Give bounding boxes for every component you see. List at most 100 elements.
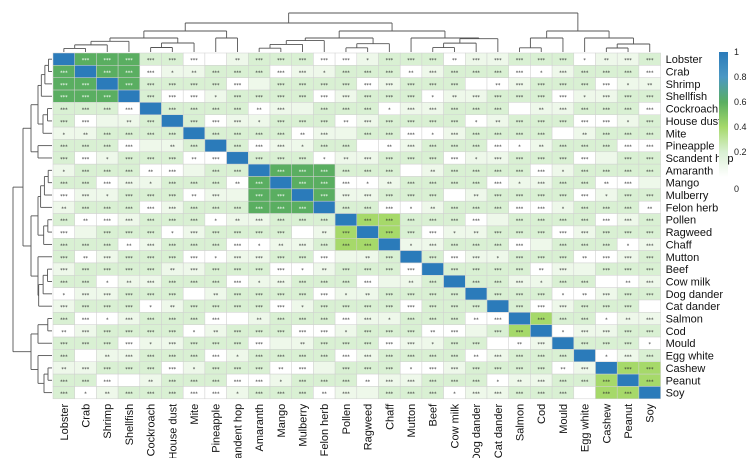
significance-mark: * xyxy=(627,120,630,126)
significance-mark: ** xyxy=(517,342,523,348)
significance-mark: *** xyxy=(646,379,654,385)
colorbar-tick-label: 0.8 xyxy=(734,72,747,82)
significance-mark: *** xyxy=(494,268,502,274)
significance-mark: *** xyxy=(169,95,177,101)
significance-mark: *** xyxy=(538,157,546,163)
significance-mark: *** xyxy=(494,182,502,188)
row-label-scandent-hop: Scandent hop xyxy=(666,153,734,165)
significance-mark: *** xyxy=(104,132,112,138)
significance-mark: *** xyxy=(212,379,220,385)
significance-mark: *** xyxy=(321,342,329,348)
significance-mark: *** xyxy=(603,342,611,348)
significance-mark: ** xyxy=(170,305,176,311)
significance-mark: ** xyxy=(474,194,480,200)
significance-mark: *** xyxy=(234,293,242,299)
significance-mark: *** xyxy=(581,71,589,77)
column-label-mulberry: Mulberry xyxy=(298,403,310,446)
significance-mark: *** xyxy=(624,231,632,237)
significance-mark: ** xyxy=(105,392,111,398)
significance-mark: *** xyxy=(646,108,654,114)
significance-mark: *** xyxy=(559,182,567,188)
significance-mark: *** xyxy=(255,58,263,64)
significance-mark: *** xyxy=(60,182,68,188)
significance-mark: *** xyxy=(624,342,632,348)
row-label-lobster: Lobster xyxy=(666,54,703,66)
significance-mark: *** xyxy=(321,219,329,225)
significance-mark: *** xyxy=(299,243,307,249)
significance-mark: *** xyxy=(82,280,90,286)
significance-mark: *** xyxy=(603,169,611,175)
significance-mark: *** xyxy=(516,83,524,89)
heatmap-cell xyxy=(269,336,292,350)
significance-mark: *** xyxy=(581,169,589,175)
significance-mark: *** xyxy=(342,268,350,274)
significance-mark: *** xyxy=(277,120,285,126)
significance-mark: * xyxy=(193,330,196,336)
significance-mark: ** xyxy=(387,145,393,151)
significance-mark: ** xyxy=(365,256,371,262)
significance-mark: *** xyxy=(299,256,307,262)
significance-mark: *** xyxy=(60,256,68,262)
significance-mark: *** xyxy=(299,330,307,336)
significance-mark: ** xyxy=(582,293,588,299)
significance-mark: *** xyxy=(169,219,177,225)
significance-mark: ** xyxy=(474,231,480,237)
significance-mark: *** xyxy=(104,108,112,114)
heatmap-cell xyxy=(573,386,596,400)
heatmap-cell xyxy=(182,287,206,301)
significance-mark: *** xyxy=(646,280,654,286)
significance-mark: * xyxy=(453,231,456,237)
significance-mark: *** xyxy=(386,342,394,348)
significance-mark: *** xyxy=(451,145,459,151)
significance-mark: *** xyxy=(646,71,654,77)
significance-mark: *** xyxy=(624,71,632,77)
significance-mark: *** xyxy=(603,392,611,398)
significance-mark: *** xyxy=(169,132,177,138)
significance-mark: *** xyxy=(169,318,177,324)
significance-mark: *** xyxy=(386,95,394,101)
significance-mark: *** xyxy=(342,169,350,175)
significance-mark: *** xyxy=(234,342,242,348)
row-label-pollen: Pollen xyxy=(666,215,697,227)
significance-mark: * xyxy=(583,58,586,64)
significance-mark: * xyxy=(280,379,283,385)
significance-mark: *** xyxy=(646,194,654,200)
significance-mark: *** xyxy=(342,194,350,200)
significance-mark: *** xyxy=(299,318,307,324)
significance-mark: *** xyxy=(342,83,350,89)
significance-mark: * xyxy=(518,182,521,188)
significance-mark: * xyxy=(106,280,109,286)
heatmap-cell xyxy=(52,52,75,66)
significance-mark: *** xyxy=(212,392,220,398)
significance-mark: *** xyxy=(516,206,524,212)
significance-mark: *** xyxy=(147,355,155,361)
significance-mark: *** xyxy=(472,256,480,262)
significance-mark: * xyxy=(432,342,435,348)
significance-mark: *** xyxy=(82,169,90,175)
significance-mark: *** xyxy=(407,330,415,336)
significance-mark: *** xyxy=(277,58,285,64)
significance-mark: *** xyxy=(190,58,198,64)
significance-mark: *** xyxy=(624,145,632,151)
significance-mark: *** xyxy=(429,243,437,249)
significance-mark: *** xyxy=(234,71,242,77)
row-label-crab: Crab xyxy=(666,67,690,79)
significance-mark: *** xyxy=(407,182,415,188)
significance-mark: *** xyxy=(212,206,220,212)
significance-mark: * xyxy=(106,157,109,163)
significance-mark: * xyxy=(301,145,304,151)
significance-mark: *** xyxy=(624,256,632,262)
colorbar-gradient xyxy=(719,52,728,177)
significance-mark: *** xyxy=(321,120,329,126)
significance-mark: *** xyxy=(147,243,155,249)
significance-mark: *** xyxy=(342,58,350,64)
heatmap-cell xyxy=(638,176,661,190)
significance-mark: *** xyxy=(624,58,632,64)
significance-mark: *** xyxy=(277,392,285,398)
significance-mark: *** xyxy=(429,71,437,77)
column-label-shrimp: Shrimp xyxy=(102,404,114,439)
significance-mark: *** xyxy=(494,194,502,200)
significance-mark: *** xyxy=(147,256,155,262)
significance-mark: *** xyxy=(60,318,68,324)
significance-mark: * xyxy=(323,71,326,77)
